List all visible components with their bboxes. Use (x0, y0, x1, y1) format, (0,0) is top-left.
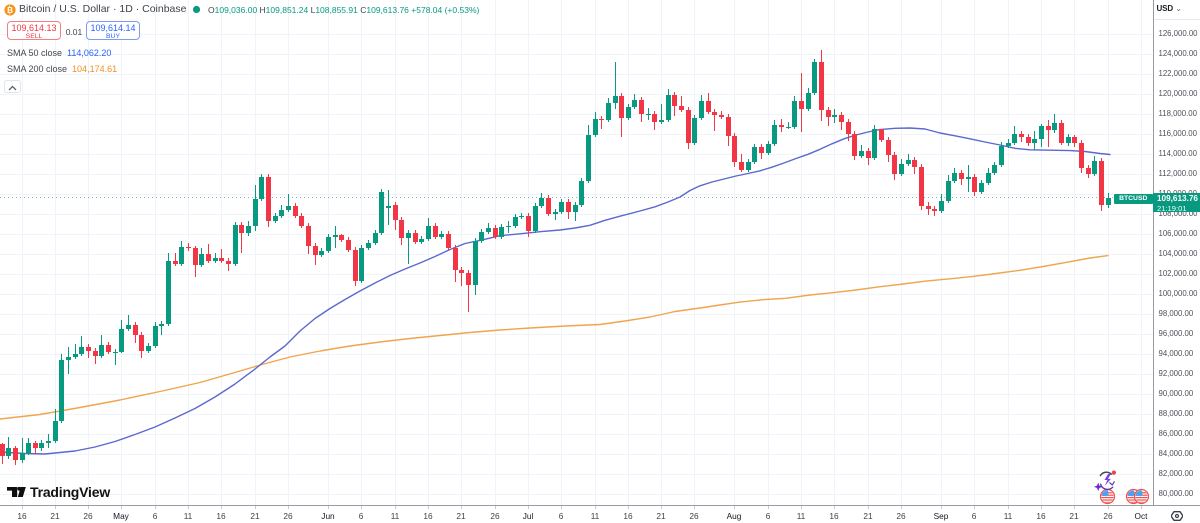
svg-text:B: B (7, 6, 13, 15)
